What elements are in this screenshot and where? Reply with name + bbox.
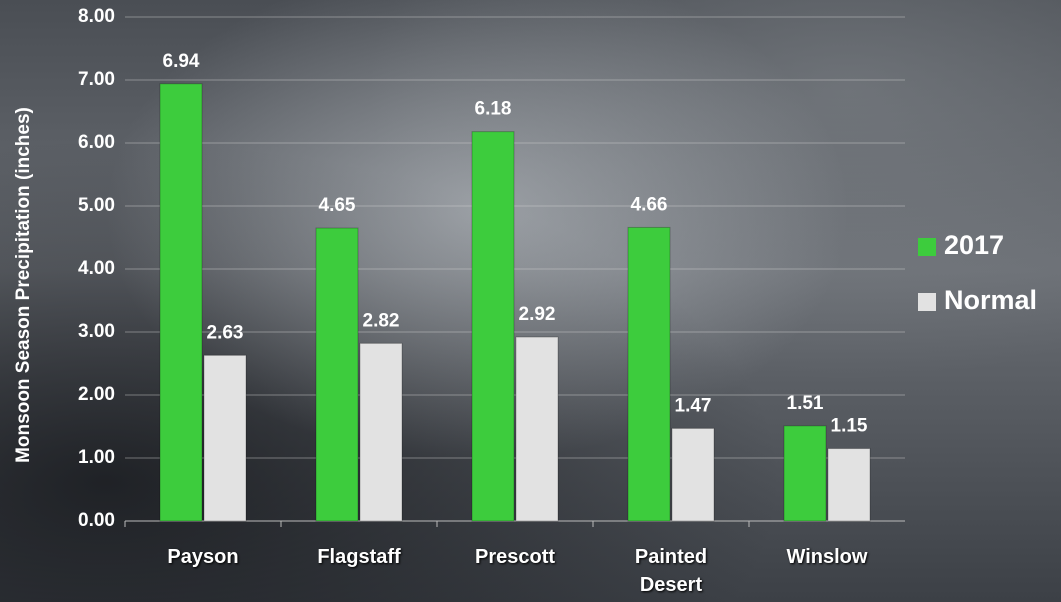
data-label: 4.66 (631, 194, 668, 215)
x-tick-label: Prescott (474, 546, 556, 568)
data-label: 6.18 (475, 99, 512, 120)
bar (783, 425, 827, 522)
y-tick-label: 6.00 (78, 132, 115, 153)
data-label: 2.82 (363, 310, 400, 331)
data-label: 2.63 (207, 322, 244, 343)
x-tick-label: Payson (167, 546, 239, 568)
data-label: 1.47 (675, 395, 712, 416)
bar (827, 448, 871, 522)
y-tick-label: 1.00 (78, 447, 115, 468)
bar (671, 427, 715, 522)
y-tick-label: 8.00 (78, 6, 115, 27)
y-tick-label: 2.00 (78, 384, 115, 405)
bar (159, 83, 203, 522)
bar (359, 342, 403, 522)
data-label: 6.94 (163, 51, 200, 72)
x-tick-label: Winslow (786, 546, 868, 568)
legend-swatch (918, 293, 936, 311)
y-tick-label: 5.00 (78, 195, 115, 216)
x-tick-label: Flagstaff (317, 546, 401, 568)
legend-label: 2017 (944, 230, 1004, 260)
y-tick-label: 0.00 (78, 510, 115, 531)
data-label: 2.92 (519, 304, 556, 325)
y-axis-label: Monsoon Season Precipitation (inches) (13, 107, 34, 463)
bar (515, 336, 559, 522)
x-tick-label: Painted Desert (634, 546, 708, 596)
legend-swatch (918, 238, 936, 256)
bar (627, 226, 671, 522)
bar (315, 227, 359, 522)
data-label: 1.51 (787, 393, 824, 414)
data-label: 4.65 (319, 195, 356, 216)
y-tick-label: 4.00 (78, 258, 115, 279)
legend-label: Normal (944, 285, 1037, 315)
bar (471, 131, 515, 522)
data-label: 1.15 (831, 416, 868, 437)
y-tick-label: 7.00 (78, 69, 115, 90)
y-tick-label: 3.00 (78, 321, 115, 342)
bar (203, 354, 247, 522)
